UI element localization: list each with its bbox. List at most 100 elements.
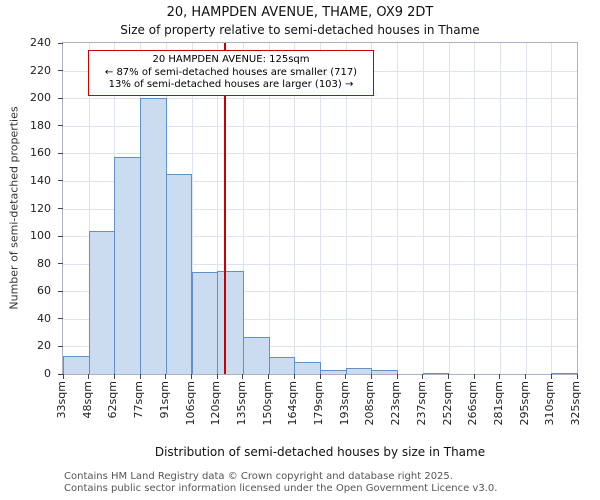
footer-line-2: Contains public sector information licen… — [64, 482, 498, 494]
y-tick-mark — [58, 345, 63, 347]
x-tick-label: 281sqm — [491, 381, 505, 426]
x-gridline — [397, 43, 399, 374]
y-tick-mark — [58, 290, 63, 292]
histogram-bar — [114, 157, 142, 374]
histogram-bar — [371, 369, 399, 374]
y-tick-label: 200 — [30, 91, 51, 105]
annotation-box: 20 HAMPDEN AVENUE: 125sqm ← 87% of semi-… — [88, 50, 374, 96]
x-tick-label: 295sqm — [517, 381, 531, 426]
x-gridline — [320, 43, 321, 374]
x-tick-mark — [113, 374, 115, 379]
histogram-bar — [217, 270, 244, 374]
x-tick-label: 208sqm — [363, 381, 377, 426]
y-tick-label: 40 — [37, 311, 51, 325]
x-tick-label: 91sqm — [157, 381, 171, 419]
x-tick-mark — [550, 374, 552, 379]
x-gridline — [551, 43, 553, 374]
x-tick-label: 237sqm — [414, 381, 428, 426]
y-tick-mark — [58, 318, 63, 320]
x-gridline — [242, 43, 244, 374]
x-tick-label: 77sqm — [132, 381, 146, 419]
attribution-footer: Contains HM Land Registry data © Crown c… — [64, 471, 497, 494]
x-tick-label: 33sqm — [55, 381, 68, 419]
x-tick-mark — [88, 374, 90, 379]
x-tick-label: 223sqm — [389, 381, 403, 426]
histogram-bar — [268, 357, 296, 374]
x-gridline — [217, 43, 219, 374]
x-tick-mark — [242, 374, 244, 379]
y-tick-label: 100 — [30, 229, 51, 243]
annotation-smaller-line: ← 87% of semi-detached houses are smalle… — [104, 66, 358, 78]
x-tick-label: 193sqm — [337, 381, 351, 426]
x-tick-mark — [293, 374, 295, 379]
x-tick-mark — [448, 374, 449, 379]
plot-area: 20 HAMPDEN AVENUE: 125sqm ← 87% of semi-… — [58, 42, 578, 379]
histogram-bar — [191, 271, 219, 374]
property-size-marker-line — [223, 43, 226, 374]
x-tick-mark — [396, 374, 398, 379]
x-tick-mark — [216, 374, 218, 379]
x-tick-label: 135sqm — [234, 381, 248, 426]
x-tick-mark — [345, 374, 347, 379]
x-gridline — [525, 43, 527, 374]
chart-title: 20, HAMPDEN AVENUE, THAME, OX9 2DT — [166, 5, 434, 20]
histogram-bar — [294, 361, 321, 374]
x-tick-label: 150sqm — [260, 381, 274, 426]
x-tick-label: 48sqm — [80, 381, 94, 419]
histogram-bar — [165, 174, 193, 374]
x-gridline — [345, 43, 347, 374]
y-tick-label: 180 — [30, 118, 51, 132]
x-tick-label: 106sqm — [183, 381, 197, 426]
x-tick-mark — [139, 374, 141, 379]
y-tick-mark — [58, 208, 63, 209]
y-tick-mark — [58, 42, 63, 44]
x-tick-label: 120sqm — [209, 381, 223, 426]
histogram-bar — [345, 368, 373, 374]
y-tick-mark — [58, 180, 63, 182]
y-tick-label: 160 — [30, 146, 51, 160]
y-tick-label: 0 — [44, 367, 51, 380]
histogram-bar — [242, 336, 270, 374]
x-tick-mark — [191, 374, 192, 379]
x-gridline — [371, 43, 373, 374]
histogram-bar — [140, 98, 167, 374]
chart-subtitle: Size of property relative to semi-detach… — [120, 23, 480, 37]
annotation-property-line: 20 HAMPDEN AVENUE: 125sqm — [152, 54, 310, 65]
y-tick-mark — [58, 373, 63, 375]
x-tick-mark — [422, 374, 424, 379]
y-tick-mark — [58, 152, 63, 154]
y-tick-label: 80 — [37, 256, 51, 270]
x-tick-mark — [499, 374, 501, 379]
x-axis-title: Distribution of semi-detached houses by … — [154, 445, 486, 459]
x-axis-tick-labels: 33sqm 48sqm 62sqm 77sqm 91sqm 106sqm 120sqm 135… — [55, 381, 582, 445]
y-tick-mark — [58, 70, 63, 72]
histogram-bar — [88, 230, 116, 374]
y-tick-label: 60 — [37, 284, 51, 298]
x-gridline — [448, 43, 450, 374]
x-tick-mark — [576, 374, 578, 379]
x-gridline — [422, 43, 424, 374]
histogram-bar — [320, 369, 347, 374]
x-gridline — [499, 43, 501, 374]
y-tick-mark — [58, 235, 63, 237]
x-tick-label: 62sqm — [106, 381, 120, 419]
y-tick-label: 120 — [30, 201, 51, 215]
histogram-bar — [63, 356, 90, 374]
x-tick-mark — [473, 374, 475, 379]
annotation-larger-line: 13% of semi-detached houses are larger (… — [108, 79, 354, 90]
x-tick-label: 252sqm — [440, 381, 454, 426]
histogram-bar — [422, 372, 450, 374]
y-tick-mark — [58, 125, 63, 127]
x-tick-label: 179sqm — [312, 381, 325, 426]
x-gridline — [88, 43, 90, 374]
y-axis-tick-labels: 0 20 40 60 80 100 120 140 160 180 200 220 240 — [0, 36, 55, 380]
x-tick-mark — [319, 374, 321, 379]
footer-line-1: Contains HM Land Registry data © Crown c… — [64, 471, 453, 482]
y-tick-mark — [58, 263, 63, 265]
y-tick-label: 20 — [37, 339, 51, 353]
x-gridline — [294, 43, 296, 374]
x-tick-label: 266sqm — [466, 381, 480, 426]
x-tick-mark — [62, 374, 64, 379]
histogram-bar — [551, 372, 578, 374]
